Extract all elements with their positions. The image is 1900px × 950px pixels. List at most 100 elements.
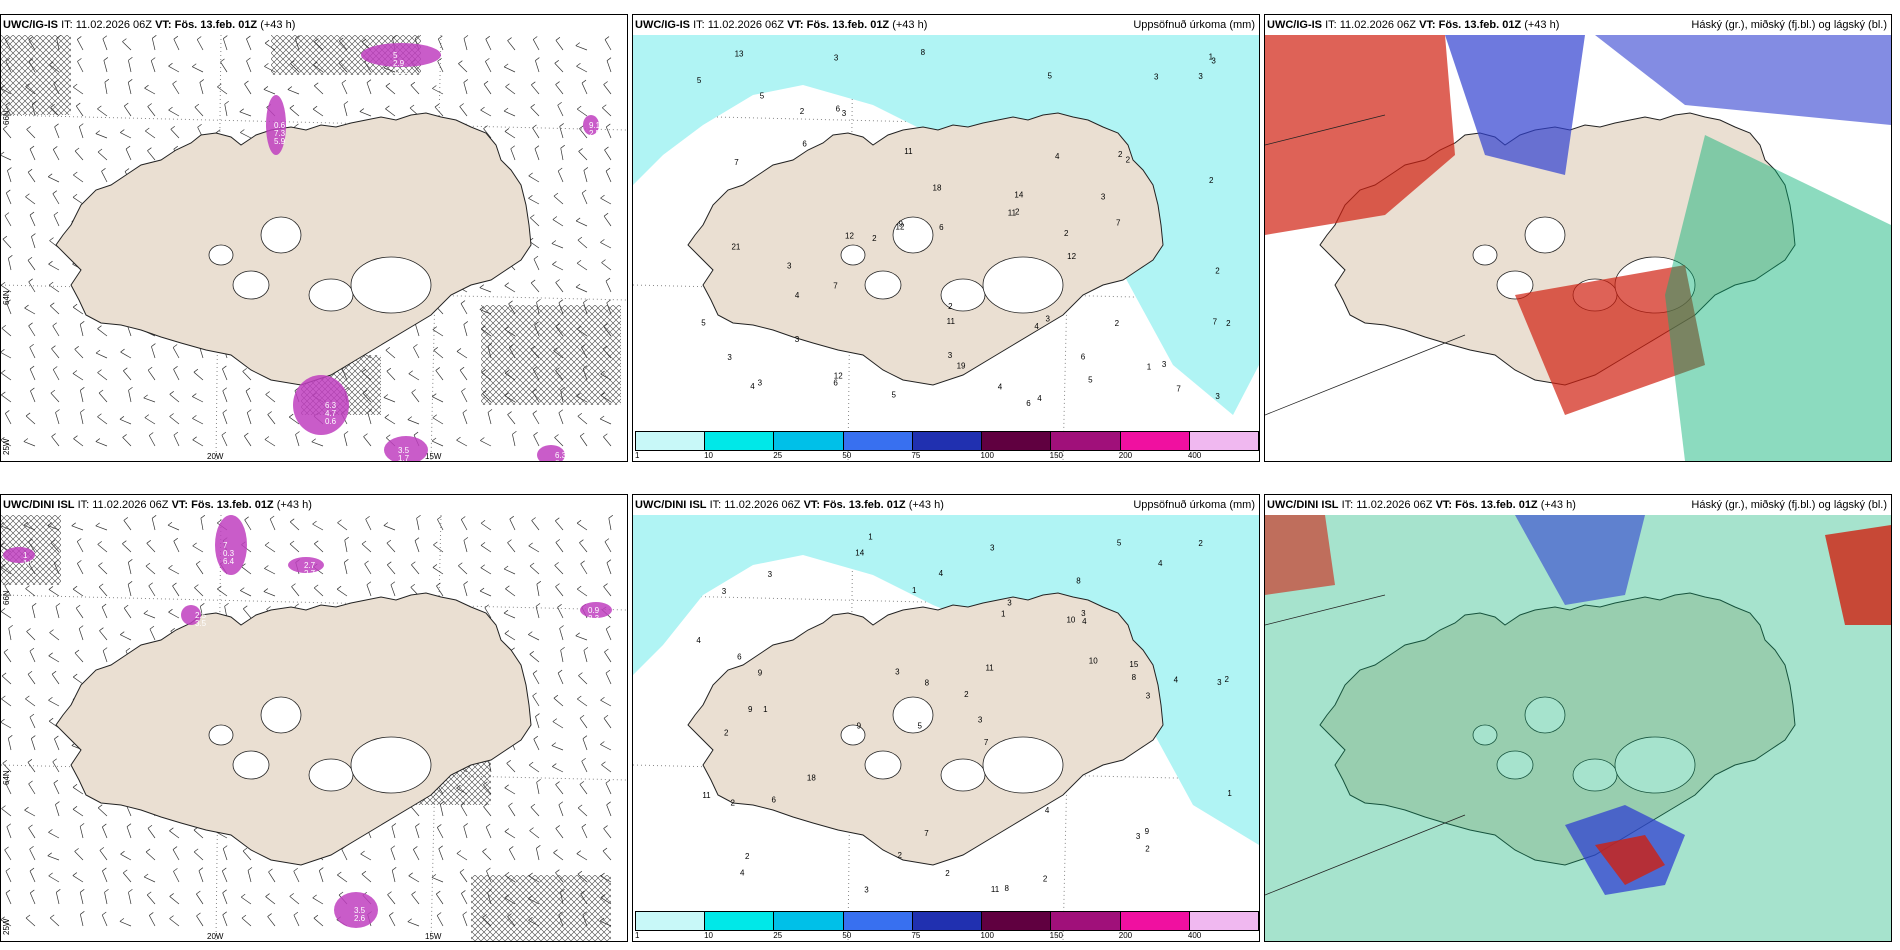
precip-value: 8 <box>925 679 930 688</box>
colorbar-tick: 50 <box>842 451 852 460</box>
colorbar-tick: 75 <box>911 931 921 940</box>
wind-value: 6.3 <box>555 451 567 460</box>
precip-blob <box>583 115 599 135</box>
mid-cloud-field <box>1595 35 1891 125</box>
low-cloud-field <box>1665 135 1891 461</box>
precip-value: 2 <box>897 851 902 860</box>
map-area <box>1265 35 1891 461</box>
glacier-outline <box>1472 724 1498 746</box>
precip-value: 3 <box>1154 72 1159 81</box>
precip-colorbar <box>635 911 1259 931</box>
precip-value: 4 <box>795 291 800 300</box>
precip-value: 7 <box>924 829 929 838</box>
precip-value: 2 <box>1145 844 1150 853</box>
colorbar-swatch <box>843 432 913 450</box>
precip-value: 5 <box>697 76 702 85</box>
wind-value: 9.1 <box>589 121 601 130</box>
precip-value: 2 <box>1226 319 1231 328</box>
precip-value: 6 <box>771 795 776 804</box>
precip-value: 6 <box>1026 399 1031 408</box>
precip-value: 3 <box>864 886 869 895</box>
precip-value: 2 <box>1198 539 1203 548</box>
colorbar-tick: 1 <box>635 931 640 940</box>
precip-value: 1 <box>912 586 917 595</box>
precip-value: 2 <box>945 869 950 878</box>
precip-value: 11 <box>991 885 1000 894</box>
precip-value: 4 <box>750 382 755 391</box>
wind-value: 2.5 <box>589 129 601 138</box>
colorbar-tick: 150 <box>1049 451 1064 460</box>
precip-value: 21 <box>731 243 740 252</box>
precip-value: 4 <box>696 636 701 645</box>
panel-header: UWC/IG-IS IT: 11.02.2026 06Z VT: Fös. 13… <box>1265 15 1891 35</box>
wind-value: 7 <box>223 541 228 550</box>
precip-value: 2 <box>745 852 750 861</box>
precip-value: 12 <box>896 223 905 232</box>
precip-value: 3 <box>1211 56 1216 65</box>
precip-value: 5 <box>760 92 765 101</box>
precip-value: 7 <box>833 281 838 290</box>
hatched-area <box>481 305 621 405</box>
colorbar-tick: 50 <box>842 931 852 940</box>
precip-value: 6 <box>1081 353 1086 362</box>
wind-value: 1 <box>23 551 28 560</box>
glacier-outline <box>1614 736 1696 794</box>
colorbar-swatch <box>1189 432 1258 450</box>
precip-value: 4 <box>1055 152 1060 161</box>
lon-label-15w: 15W <box>425 452 442 461</box>
map-area: 66N 64N 25W 20W 15W 5 0.6 6.3 3.5 9.1 6.3 2.9 7.3 4.7… <box>1 34 627 461</box>
precip-value: 4 <box>1034 322 1039 331</box>
precip-value: 3 <box>1045 315 1050 324</box>
precip-value: 3 <box>758 379 763 388</box>
wind-value: 0.3 <box>223 549 235 558</box>
glacier-outline <box>982 736 1064 794</box>
precip-blob <box>334 892 378 928</box>
glacier-outline <box>892 696 934 734</box>
precip-value: 15 <box>1129 660 1138 669</box>
precip-value: 5 <box>917 722 922 731</box>
precip-value: 4 <box>1158 559 1163 568</box>
precip-value: 4 <box>998 382 1003 391</box>
precip-value: 2 <box>800 107 805 116</box>
precip-value: 4 <box>939 569 944 578</box>
map-area: 5 6 12 6 3 5 12 7 8 11 3 19 9 11 5 11 7 6 2 5 4 3 14 4 2 3 5 4 13 12 6… <box>633 34 1259 461</box>
precip-value: 1 <box>868 533 873 542</box>
wind-value: 8 <box>304 577 309 586</box>
glacier-outline <box>940 758 986 792</box>
colorbar-tick: 10 <box>704 451 714 460</box>
precip-value: 5 <box>891 390 896 399</box>
precip-value: 7 <box>1116 218 1121 227</box>
colorbar-tick: 100 <box>980 931 994 940</box>
precip-value: 3 <box>768 570 773 579</box>
cloud-panel-dini: UWC/DINI ISL IT: 11.02.2026 06Z VT: Fös.… <box>1264 494 1892 942</box>
precip-value: 11 <box>947 317 956 326</box>
precip-blob <box>215 515 247 575</box>
precip-value: 12 <box>834 371 843 380</box>
precip-value: 9 <box>857 721 862 730</box>
glacier-outline <box>308 758 354 792</box>
glacier-outline <box>982 256 1064 314</box>
colorbar-swatch <box>1051 432 1121 450</box>
product-title: Uppsöfnuð úrkoma (mm) <box>1133 499 1255 511</box>
lat-label-66n: 66N <box>2 590 11 605</box>
glacier-outline <box>1572 758 1618 792</box>
precip-value: 3 <box>1217 678 1222 687</box>
precip-blob <box>288 557 324 573</box>
precip-value: 3 <box>722 587 727 596</box>
colorbar-swatch <box>843 912 913 930</box>
colorbar-ticks: 1 10 25 50 75 100 150 200 400 <box>635 931 1257 941</box>
colorbar-tick: 150 <box>1049 931 1064 940</box>
precip-value: 3 <box>1136 832 1141 841</box>
precip-values: 5612635127811319911511762543144235413126… <box>697 48 1231 408</box>
product-title: Uppsöfnuð úrkoma (mm) <box>1133 19 1255 31</box>
high-cloud-field <box>1825 525 1891 625</box>
colorbar-tick: 25 <box>773 451 783 460</box>
precip-value: 2 <box>964 690 969 699</box>
wind-value: 2.7 <box>304 561 316 570</box>
lon-label-20w: 20W <box>207 452 224 461</box>
precip-value: 1 <box>1001 609 1006 618</box>
colorbar-swatch <box>774 912 844 930</box>
precip-value: 10 <box>1066 616 1075 625</box>
glacier-outline <box>260 696 302 734</box>
glacier-outline <box>1524 696 1566 734</box>
